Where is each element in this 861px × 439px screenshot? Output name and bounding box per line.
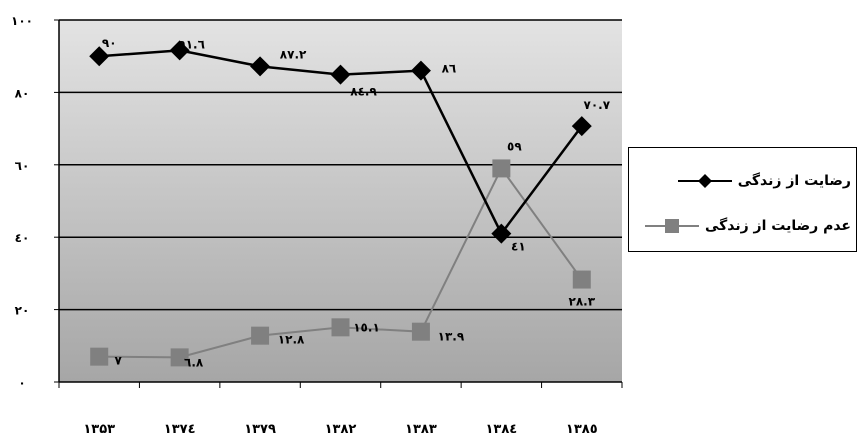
data-label: ٤١ (511, 240, 526, 254)
x-tick-label: ۱۳۸۲ (325, 422, 357, 437)
legend-swatch-satisfaction (677, 174, 732, 188)
data-point-square (411, 322, 430, 341)
legend-label-satisfaction: رضایت از زندگی (737, 173, 851, 189)
data-point-square (572, 270, 591, 289)
gridlines (59, 19, 622, 311)
data-point-square (251, 326, 270, 345)
data-point-diamond (410, 60, 431, 81)
data-point-diamond (169, 40, 190, 61)
x-tick-label: ۱۳۷٤ (164, 422, 196, 437)
series-layer (89, 40, 592, 367)
data-label: ٩١.٦ (178, 37, 205, 51)
x-tick-label: ۱۳۸۳ (405, 422, 437, 437)
data-label: ٨٦ (442, 62, 457, 76)
x-tick-label: ۱۳۸٤ (485, 422, 517, 437)
y-tick-label: ٢٠ (15, 304, 30, 318)
data-label: ٧ (115, 354, 123, 368)
legend-item-satisfaction: رضایت از زندگی (635, 170, 851, 192)
data-label: ٩٠ (102, 36, 117, 50)
y-tick-label: ٨٠ (15, 86, 30, 100)
data-point-diamond (330, 64, 351, 85)
x-tick-label: ۱۳۷۹ (244, 422, 276, 437)
legend-swatch-dissatisfaction (644, 219, 699, 233)
axes: ٠ ٢٠ ٤٠ ٦٠ ٨٠ ١٠٠ ۱۳۵۳ ۱۳۷٤ ۱۳۷۹ ۱۳۸۲ ۱۳۸۳ ۱۳۸٤ ۱۳۸٥ (11, 14, 623, 437)
data-point-square (331, 318, 350, 337)
data-point-diamond (250, 56, 271, 77)
data-point-diamond (89, 46, 110, 67)
data-point-square (170, 348, 189, 367)
legend-item-dissatisfaction: عدم رضایت از زندگی (635, 215, 851, 237)
data-label: ٥٩ (507, 139, 522, 153)
x-tick-label: ۱۳۸٥ (566, 422, 598, 437)
data-point-diamond (491, 223, 512, 244)
data-point-square (90, 347, 109, 366)
data-label: ٦.٨ (184, 355, 204, 369)
data-label: ٢٨.٣ (569, 295, 596, 309)
legend-label-dissatisfaction: عدم رضایت از زندگی (704, 218, 851, 234)
data-label: ٨٤.٩ (350, 85, 377, 99)
y-tick-label: ١٠٠ (11, 14, 33, 28)
y-tick-label: ٠ (18, 376, 25, 390)
data-label: ٨٧.٢ (280, 47, 307, 61)
data-label: ٧٠.٧ (584, 98, 611, 112)
data-point-diamond (571, 116, 592, 137)
x-tick-label: ۱۳۵۳ (83, 422, 115, 437)
data-label: ١٣.٩ (438, 330, 465, 344)
data-label: ١٥.١ (353, 320, 380, 334)
y-tick-label: ٦٠ (15, 159, 30, 173)
data-point-square (492, 159, 511, 178)
y-tick-label: ٤٠ (15, 231, 30, 245)
legend: رضایت از زندگی عدم رضایت از زندگی (628, 147, 857, 252)
data-labels: ٩٠ ٩١.٦ ٨٧.٢ ٨٤.٩ ٨٦ ٤١ ٧٠.٧ ٧ ٦.٨ ١٢.٨ ١٥.١ ١٣.٩ ٥٩… (102, 36, 611, 369)
data-label: ١٢.٨ (278, 333, 305, 347)
